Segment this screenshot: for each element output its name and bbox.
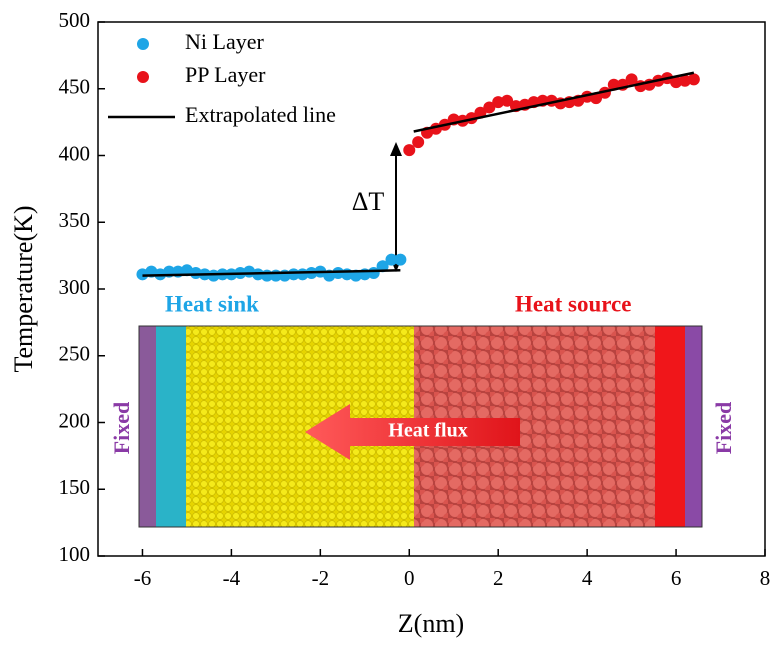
data-point <box>625 73 638 86</box>
extrapolated-line <box>142 269 401 277</box>
x-tick-label: -6 <box>134 566 152 590</box>
y-tick-label: 300 <box>59 275 91 299</box>
data-point <box>385 253 398 266</box>
y-tick-label: 400 <box>59 141 91 165</box>
data-point <box>332 266 345 279</box>
heat-sink-label: Heat sink <box>165 291 259 316</box>
delta-t-label: ΔT <box>352 187 385 216</box>
legend-label: PP Layer <box>185 62 266 87</box>
y-tick-label: 150 <box>59 475 91 499</box>
data-point <box>207 269 220 282</box>
data-point <box>349 269 362 282</box>
data-point <box>678 74 691 87</box>
inset-image: Heat flux <box>138 325 703 528</box>
y-tick-label: 500 <box>59 8 91 32</box>
data-point <box>403 144 416 157</box>
extrapolated-line <box>413 71 695 133</box>
fixed-label: Fixed <box>711 402 736 455</box>
fixed-label: Fixed <box>109 402 134 455</box>
y-tick-label: 100 <box>59 542 91 566</box>
x-tick-label: 2 <box>493 566 504 590</box>
data-point <box>501 94 514 107</box>
y-axis-label: Temperature(K) <box>9 205 38 372</box>
data-point <box>189 266 202 279</box>
legend-label: Extrapolated line <box>185 102 336 127</box>
legend-marker <box>137 71 149 83</box>
x-tick-label: 6 <box>671 566 682 590</box>
x-tick-label: 0 <box>404 566 415 590</box>
y-tick-label: 350 <box>59 208 91 232</box>
data-point <box>412 136 425 149</box>
fixed-band <box>685 326 702 527</box>
data-point <box>492 96 505 109</box>
heat-flux-label: Heat flux <box>388 420 467 442</box>
x-tick-label: 4 <box>582 566 593 590</box>
y-tick-label: 200 <box>59 408 91 432</box>
legend-marker <box>137 38 149 50</box>
data-point <box>670 76 683 89</box>
y-tick-label: 450 <box>59 75 91 99</box>
y-tick-label: 250 <box>59 342 91 366</box>
x-tick-label: -4 <box>223 566 241 590</box>
heat-sink-band <box>156 326 186 527</box>
data-point <box>687 73 700 86</box>
x-tick-label: 8 <box>760 566 771 590</box>
data-point <box>394 253 407 266</box>
data-point <box>483 101 496 114</box>
arrow-head <box>390 142 402 156</box>
heat-flux-arrow <box>305 404 520 460</box>
inset-border <box>138 325 703 528</box>
x-tick-label: -2 <box>312 566 330 590</box>
heat-source-label: Heat source <box>515 291 631 316</box>
legend-label: Ni Layer <box>185 29 264 54</box>
x-axis-label: Z(nm) <box>398 609 464 638</box>
data-point <box>376 260 389 273</box>
fixed-band <box>139 326 156 527</box>
heat-source-band <box>655 326 685 527</box>
